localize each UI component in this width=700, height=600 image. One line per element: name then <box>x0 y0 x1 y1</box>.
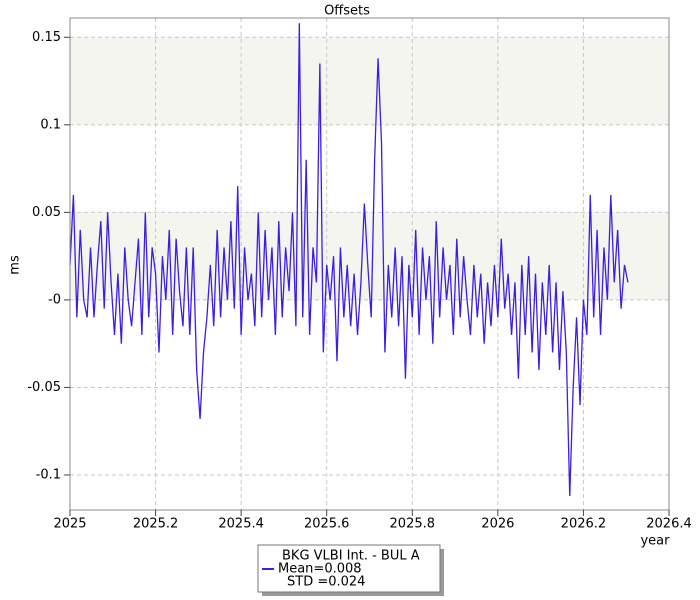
y-tick-label: -0.1 <box>36 467 61 482</box>
chart-title: Offsets <box>324 4 370 19</box>
y-tick-label: 0.15 <box>32 30 61 45</box>
y-tick-label: -0.05 <box>27 380 61 395</box>
x-tick-label: 2026.4 <box>646 517 692 532</box>
x-tick-label: 2025 <box>53 517 86 532</box>
band <box>70 37 669 125</box>
grid <box>69 18 670 510</box>
legend-stat: STD =0.024 <box>287 575 365 590</box>
x-tick-label: 2025.8 <box>390 517 436 532</box>
legend-label: BKG VLBI Int. - BUL A <box>282 549 420 564</box>
y-axis-label: ms <box>8 255 23 275</box>
legend-box <box>257 544 441 593</box>
x-tick-label: 2026 <box>481 517 514 532</box>
y-tick-label: -0 <box>48 292 61 307</box>
plot-frame <box>69 17 670 511</box>
axes: -0.1 -0.05 -0 0.05 0.1 0.15 2025 2025.2 2025.4 20… <box>27 30 691 532</box>
x-axis-label: year <box>640 534 670 549</box>
x-tick-label: 2025.4 <box>218 517 264 532</box>
plot <box>69 23 629 497</box>
x-tick-label: 2026.2 <box>561 517 607 532</box>
legend: BKG VLBI Int. - BUL A Mean=0.008 STD =0.… <box>257 544 444 596</box>
y-tick-label: 0.1 <box>40 117 61 132</box>
legend-stat: Mean=0.008 <box>278 562 362 577</box>
bands <box>70 37 669 300</box>
x-tick-label: 2025.2 <box>133 517 179 532</box>
y-tick-label: 0.05 <box>32 205 61 220</box>
x-tick-label: 2025.6 <box>304 517 350 532</box>
data-line <box>69 23 629 497</box>
